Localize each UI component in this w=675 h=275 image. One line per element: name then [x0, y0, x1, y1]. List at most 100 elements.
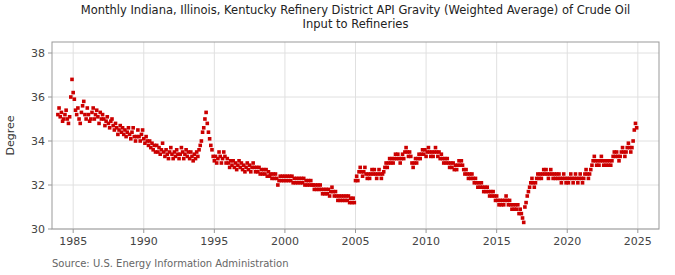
- point: [523, 205, 527, 209]
- point: [108, 126, 112, 130]
- point: [97, 122, 101, 126]
- point: [204, 111, 208, 115]
- point: [495, 194, 499, 198]
- point: [177, 157, 181, 161]
- point: [353, 201, 357, 205]
- x-tick: [214, 229, 215, 233]
- point: [356, 179, 360, 183]
- y-tick: [48, 97, 52, 98]
- point: [461, 163, 465, 167]
- y-tick: [48, 53, 52, 54]
- point: [140, 133, 144, 137]
- point: [83, 113, 87, 117]
- point: [597, 163, 601, 167]
- point: [615, 150, 619, 154]
- point: [101, 113, 105, 117]
- point: [508, 199, 512, 203]
- point: [124, 135, 128, 139]
- point: [334, 190, 338, 194]
- point: [460, 159, 464, 163]
- point: [89, 117, 93, 121]
- point: [64, 108, 68, 112]
- point: [167, 157, 171, 161]
- x-tick-label: 2015: [483, 235, 511, 248]
- point: [528, 185, 532, 189]
- point: [377, 168, 381, 172]
- point: [375, 177, 379, 181]
- point: [276, 183, 280, 187]
- x-tick: [637, 229, 638, 233]
- y-tick: [48, 185, 52, 186]
- point: [235, 168, 239, 172]
- point: [398, 161, 402, 165]
- point: [129, 137, 133, 141]
- point: [203, 117, 207, 121]
- point: [445, 157, 449, 161]
- point: [196, 155, 200, 159]
- x-tick-label: 1990: [130, 235, 158, 248]
- point: [504, 194, 508, 198]
- point: [351, 196, 355, 200]
- x-tick: [426, 229, 427, 233]
- point: [491, 190, 495, 194]
- point: [114, 122, 118, 126]
- point: [215, 161, 219, 165]
- point: [631, 139, 635, 143]
- point: [363, 166, 367, 170]
- point: [318, 183, 322, 187]
- x-tick-label: 2010: [412, 235, 440, 248]
- x-tick-label: 1995: [200, 235, 228, 248]
- point: [251, 161, 255, 165]
- point: [402, 157, 406, 161]
- x-grid-line: [284, 42, 285, 229]
- point: [328, 194, 332, 198]
- axes: 3032343638198519901995200020052010201520…: [31, 42, 659, 248]
- point: [82, 100, 86, 104]
- x-tick: [355, 229, 356, 233]
- point: [76, 106, 80, 110]
- point: [220, 161, 224, 165]
- point: [515, 207, 519, 211]
- point: [80, 111, 84, 115]
- y-tick-label: 38: [31, 47, 45, 60]
- point: [70, 78, 74, 82]
- point: [63, 113, 67, 117]
- point: [624, 150, 628, 154]
- point: [309, 179, 313, 183]
- point: [169, 146, 173, 150]
- y-tick-label: 36: [31, 91, 45, 104]
- y-axis-label: Degree: [4, 115, 17, 155]
- point: [130, 130, 134, 134]
- point: [198, 144, 202, 148]
- point: [77, 117, 81, 121]
- point: [391, 161, 395, 165]
- point: [144, 135, 148, 139]
- point: [544, 168, 548, 172]
- point: [587, 177, 591, 181]
- title-line: Input to Refineries: [303, 17, 409, 31]
- point: [404, 146, 408, 150]
- x-tick: [143, 229, 144, 233]
- point: [60, 111, 64, 115]
- point: [382, 170, 386, 174]
- point: [85, 106, 89, 110]
- point: [68, 115, 72, 119]
- point: [243, 170, 247, 174]
- point: [533, 185, 537, 189]
- point: [95, 108, 99, 112]
- point: [590, 163, 594, 167]
- point: [208, 137, 212, 141]
- point: [368, 177, 372, 181]
- point: [90, 111, 94, 115]
- point: [182, 157, 186, 161]
- x-tick-label: 2025: [624, 235, 652, 248]
- point: [189, 150, 193, 154]
- point: [67, 122, 71, 126]
- point: [576, 181, 580, 185]
- x-tick: [496, 229, 497, 233]
- point: [201, 130, 205, 134]
- grid: [52, 42, 659, 229]
- point: [516, 203, 520, 207]
- point: [205, 122, 209, 126]
- point: [600, 155, 604, 159]
